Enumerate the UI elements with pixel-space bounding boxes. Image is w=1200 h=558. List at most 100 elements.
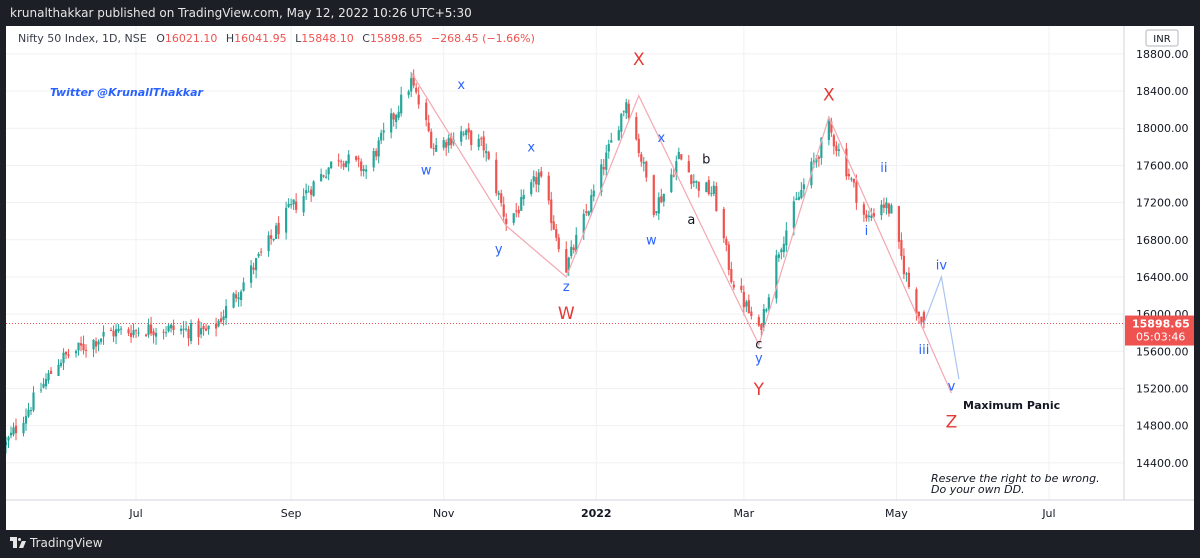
candle-body	[517, 209, 520, 214]
time-tick-label: Sep	[281, 507, 302, 520]
publisher-line: krunalthakkar published on TradingView.c…	[10, 6, 472, 20]
candle	[320, 168, 323, 182]
candle	[375, 148, 378, 161]
candle	[882, 197, 885, 213]
candle-body	[625, 102, 628, 114]
projection-path	[923, 274, 960, 380]
candle	[362, 165, 365, 177]
candle	[445, 139, 448, 156]
disclaimer-line-2: Do your own DD.	[931, 483, 1025, 496]
candle-body	[550, 199, 553, 224]
candle-body	[330, 161, 333, 169]
candle	[237, 292, 240, 307]
candle-body	[610, 140, 613, 143]
candle-body	[537, 172, 540, 185]
candle-body	[837, 149, 840, 151]
candle-body	[164, 332, 168, 334]
candle	[214, 317, 218, 337]
candle-body	[222, 316, 225, 320]
candle-body	[272, 238, 275, 241]
candle	[572, 244, 575, 254]
candle-body	[295, 201, 298, 210]
candle-body	[322, 175, 325, 177]
candle-body	[347, 154, 350, 164]
price-tick-label: 14800.00	[1136, 420, 1189, 433]
candle-body	[152, 331, 155, 336]
currency-box[interactable]	[1145, 29, 1179, 47]
candle	[797, 191, 800, 201]
candle-body	[217, 320, 220, 327]
candle	[109, 327, 113, 332]
candle	[430, 128, 433, 149]
currency-label: INR	[1153, 34, 1170, 45]
time-tick-label: Jul	[1041, 507, 1055, 520]
candle	[310, 186, 313, 202]
candle	[852, 178, 855, 188]
candle	[32, 386, 35, 413]
candle	[169, 323, 173, 333]
candle-body	[179, 328, 183, 331]
candle	[557, 233, 560, 253]
candle	[485, 143, 488, 162]
candle-body	[447, 137, 450, 146]
candle	[762, 303, 765, 331]
candle-body	[9, 432, 13, 436]
candle	[705, 181, 708, 193]
candle-body	[697, 182, 700, 191]
candle	[570, 240, 573, 259]
candle-body	[59, 362, 63, 366]
candle-body	[640, 154, 643, 162]
candle	[470, 129, 473, 151]
candle	[187, 325, 190, 347]
candle	[127, 327, 130, 337]
candle	[327, 167, 330, 181]
candle	[330, 161, 333, 170]
candle	[867, 210, 870, 222]
candle-body	[820, 137, 823, 159]
footer-bar: TradingView	[0, 530, 1200, 558]
candle	[592, 184, 595, 202]
candle-body	[290, 204, 293, 206]
tradingview-logo[interactable]: TradingView	[10, 536, 103, 550]
candle	[395, 113, 398, 129]
candle-body	[382, 130, 385, 133]
candle-body	[147, 324, 150, 335]
candle-body	[97, 341, 100, 345]
candle	[547, 171, 550, 205]
candle	[497, 190, 500, 201]
price-tick-label: 15600.00	[1136, 345, 1189, 358]
candle-body	[82, 343, 85, 351]
candle-body	[740, 285, 743, 290]
candle-body	[32, 392, 35, 411]
candle-body	[797, 196, 800, 200]
high-value: 16041.95	[234, 32, 287, 45]
candle-body	[199, 328, 203, 335]
candle-body	[292, 199, 295, 205]
candle-body	[64, 351, 68, 355]
candle-body	[67, 354, 70, 356]
candle	[640, 151, 643, 167]
candle-body	[802, 184, 805, 190]
candle	[305, 183, 308, 200]
candle-body	[430, 131, 433, 148]
candle-body	[485, 151, 488, 154]
candle-body	[672, 175, 675, 177]
candle	[94, 337, 98, 354]
open-value: 16021.10	[164, 32, 218, 45]
publisher-bar: krunalthakkar published on TradingView.c…	[0, 0, 1200, 26]
candle-body	[29, 410, 33, 412]
candle-body	[134, 330, 138, 332]
candle-body	[425, 102, 428, 121]
candle	[102, 325, 105, 345]
candle	[252, 262, 255, 275]
candle	[680, 154, 683, 161]
candle-body	[777, 254, 780, 258]
candle	[672, 168, 675, 178]
candle	[202, 323, 205, 336]
twitter-handle: Twitter @KrunallThakkar	[50, 86, 204, 99]
price-tick-label: 17200.00	[1136, 197, 1189, 210]
candle-body	[189, 322, 193, 341]
candle-body	[49, 370, 53, 374]
